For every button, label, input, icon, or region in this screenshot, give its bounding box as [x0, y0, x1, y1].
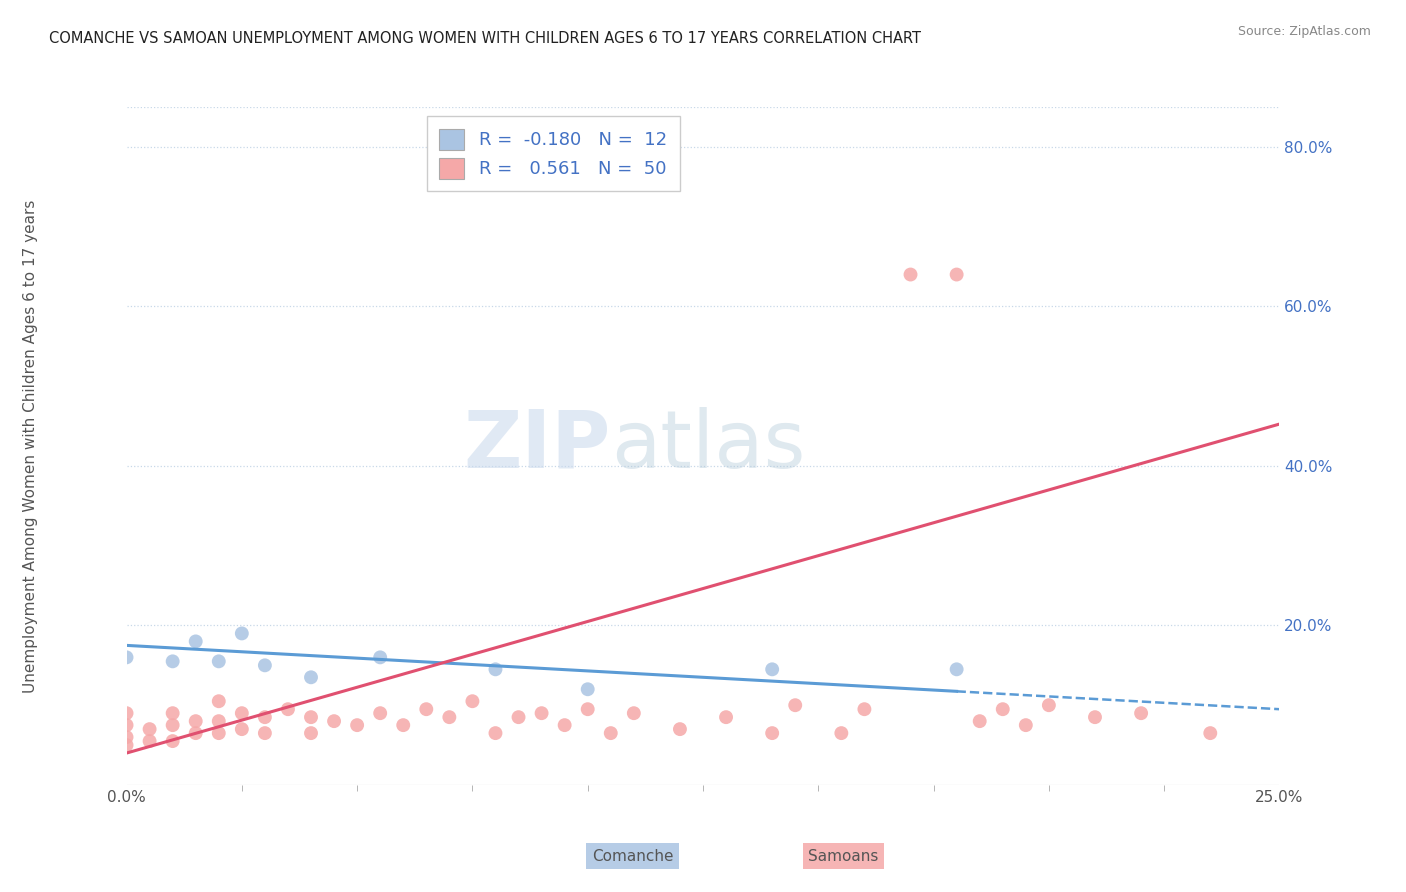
- Point: [830, 726, 852, 740]
- Point: [623, 706, 645, 721]
- Point: [115, 650, 138, 665]
- Point: [415, 702, 437, 716]
- Point: [208, 694, 231, 708]
- Point: [138, 722, 160, 736]
- Point: [208, 714, 231, 728]
- Point: [184, 726, 207, 740]
- Point: [761, 726, 783, 740]
- Point: [461, 694, 484, 708]
- Point: [1130, 706, 1153, 721]
- Point: [785, 698, 807, 713]
- Point: [138, 734, 160, 748]
- Point: [1199, 726, 1222, 740]
- Point: [346, 718, 368, 732]
- Point: [162, 718, 184, 732]
- Point: [299, 670, 322, 684]
- Point: [253, 710, 276, 724]
- Point: [1038, 698, 1060, 713]
- Point: [231, 722, 253, 736]
- Point: [484, 726, 506, 740]
- Point: [162, 734, 184, 748]
- Point: [969, 714, 991, 728]
- Point: [530, 706, 553, 721]
- Point: [1015, 718, 1038, 732]
- Point: [162, 706, 184, 721]
- Point: [945, 268, 967, 282]
- Point: [277, 702, 299, 716]
- Point: [576, 682, 599, 697]
- Point: [368, 706, 391, 721]
- Point: [231, 706, 253, 721]
- Point: [115, 718, 138, 732]
- Point: [299, 726, 322, 740]
- Text: ZIP: ZIP: [464, 407, 610, 485]
- Point: [991, 702, 1014, 716]
- Text: Unemployment Among Women with Children Ages 6 to 17 years: Unemployment Among Women with Children A…: [24, 199, 38, 693]
- Text: Samoans: Samoans: [808, 849, 879, 863]
- Point: [184, 634, 207, 648]
- Point: [508, 710, 530, 724]
- Point: [439, 710, 461, 724]
- Point: [900, 268, 922, 282]
- Point: [162, 654, 184, 668]
- Point: [554, 718, 576, 732]
- Text: COMANCHE VS SAMOAN UNEMPLOYMENT AMONG WOMEN WITH CHILDREN AGES 6 TO 17 YEARS COR: COMANCHE VS SAMOAN UNEMPLOYMENT AMONG WO…: [49, 31, 921, 46]
- Text: atlas: atlas: [610, 407, 806, 485]
- Point: [853, 702, 876, 716]
- Point: [714, 710, 737, 724]
- Point: [392, 718, 415, 732]
- Point: [299, 710, 322, 724]
- Point: [669, 722, 692, 736]
- Point: [208, 726, 231, 740]
- Point: [115, 730, 138, 744]
- Point: [576, 702, 599, 716]
- Point: [208, 654, 231, 668]
- Point: [368, 650, 391, 665]
- Text: Comanche: Comanche: [592, 849, 673, 863]
- Point: [184, 714, 207, 728]
- Point: [115, 738, 138, 752]
- Text: Source: ZipAtlas.com: Source: ZipAtlas.com: [1237, 25, 1371, 38]
- Legend: R =  -0.180   N =  12, R =   0.561   N =  50: R = -0.180 N = 12, R = 0.561 N = 50: [426, 116, 679, 191]
- Point: [599, 726, 621, 740]
- Point: [761, 662, 783, 676]
- Point: [484, 662, 506, 676]
- Point: [253, 726, 276, 740]
- Point: [1084, 710, 1107, 724]
- Point: [253, 658, 276, 673]
- Point: [945, 662, 967, 676]
- Point: [323, 714, 346, 728]
- Point: [231, 626, 253, 640]
- Point: [115, 706, 138, 721]
